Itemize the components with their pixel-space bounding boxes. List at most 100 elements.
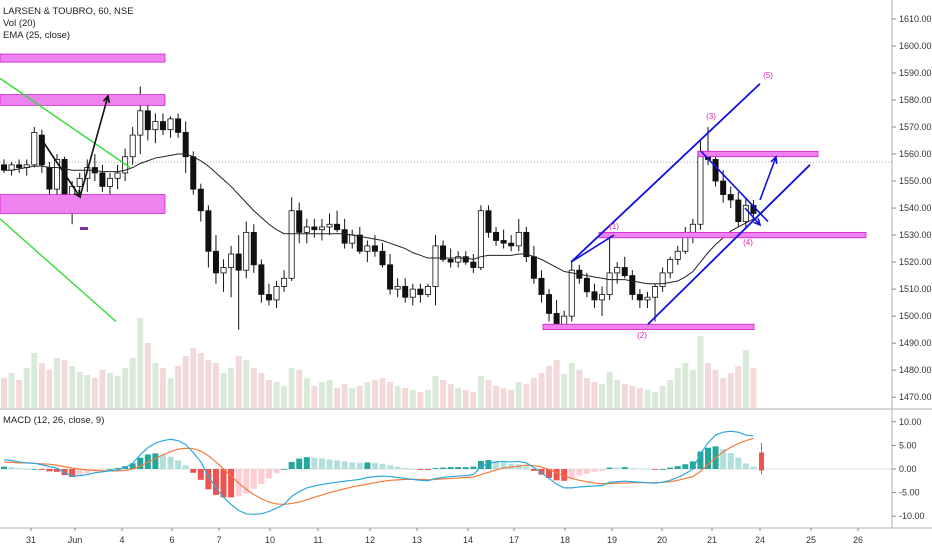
macd-histogram-bar [652,469,659,470]
macd-histogram-bar [697,451,704,469]
volume-bars [1,318,757,408]
macd-histogram-bar [621,467,628,469]
macd-histogram-bar [636,468,643,470]
macd-histogram-bar [76,469,83,476]
candle-body [515,231,522,247]
volume-bar [8,373,15,408]
candle-body [144,110,151,131]
time-tick-label: 7 [216,535,221,545]
candle-body [689,223,696,233]
legend: LARSEN & TOUBRO, 60, NSE Vol (20) EMA (2… [3,6,134,426]
macd-histogram-bar [182,465,189,469]
macd-histogram-bar [614,467,621,469]
candle-body [477,210,484,268]
time-tick-label: 18 [560,535,570,545]
candle-body [432,245,439,287]
volume-bar [462,390,469,408]
price-tick-label: 1510.00 [899,284,932,294]
volume-bar [288,368,295,408]
macd-histogram-bar [243,469,250,494]
macd-histogram-bar [424,469,431,470]
candle-body [288,210,295,279]
volume-bar [402,388,409,408]
macd-histogram-bar [629,468,636,469]
candle-body [76,177,83,187]
candle-body [409,288,416,298]
macd-histogram-bar [735,457,742,469]
candle-body [720,180,727,195]
volume-bar [228,368,235,408]
arrow-down-blue [744,207,761,226]
macd-histogram-bar [144,454,151,469]
volume-bar [334,388,341,408]
zone-rectangle [0,194,166,214]
volume-bar [447,384,454,408]
volume-bar [546,366,553,408]
candle-body [644,296,651,301]
wave-label: (4) [743,238,753,247]
volume-bar [152,363,159,408]
macd-histogram-bar [356,462,363,469]
channel-upper [570,83,761,263]
candle-body [182,131,189,158]
macd-histogram-bar [659,469,666,470]
macd-histogram-bar [265,469,272,479]
macd-histogram-bar [682,464,689,469]
volume-bar [727,373,734,408]
macd-histogram-bar [530,469,537,471]
macd-histogram-bar [326,459,333,469]
macd-legend: MACD (12, 26, close, 9) [3,415,104,426]
macd-histogram-bar [311,457,318,469]
candle-body [538,277,545,295]
volume-bar [311,386,318,408]
arrow-down-blue-head [753,218,762,227]
macd-histogram-bar [485,460,492,469]
candle-body [614,267,621,274]
macd-histogram-bar [84,469,91,474]
volume-bar [440,380,447,408]
candle-body [485,210,492,233]
candle-body [114,172,121,179]
macd-histogram-bar [114,468,121,469]
macd-histogram-bar [159,454,166,469]
volume-bar [659,386,666,408]
volume-bar [667,380,674,408]
volume-bar [69,366,76,408]
macd-histogram-bar [742,463,749,469]
volume-bar [583,378,590,408]
volume-bar [455,388,462,408]
candle-body [235,253,242,271]
price-tick-label: 1500.00 [899,311,932,321]
volume-bar [197,353,204,408]
time-tick-label: 11 [313,535,322,545]
candle-body [447,258,454,263]
axes[interactable]: 1610.00 1600.00 1590.00 1580.00 1570.00 1560.… [26,14,932,545]
arrow-up-blue-head [770,155,778,165]
signal-line [3,437,754,506]
candle-body [250,231,257,266]
candle-body [606,272,613,295]
candle-body [561,315,568,325]
candle-body [190,156,197,190]
macd-histogram-bar [432,468,439,469]
macd-histogram-bar [212,469,219,495]
time-tick-label: 6 [169,535,174,545]
macd-histogram-bar [220,469,227,498]
macd-histogram-bar [576,469,583,476]
candle-body [629,275,636,295]
volume-bar [689,370,696,408]
candle-body [530,256,537,279]
macd-histogram-bar [1,466,7,469]
candle-body [742,204,749,222]
volume-bar [576,370,583,408]
macd-histogram-bar [296,458,303,469]
volume-bar [409,390,416,408]
volume-bar [129,358,136,408]
volume-bar [644,390,651,408]
candle-body [652,286,659,298]
macd-histogram-bar [341,461,348,469]
candle-body [440,245,447,260]
macd-histogram-bar [705,447,712,469]
candle-body [197,188,204,212]
